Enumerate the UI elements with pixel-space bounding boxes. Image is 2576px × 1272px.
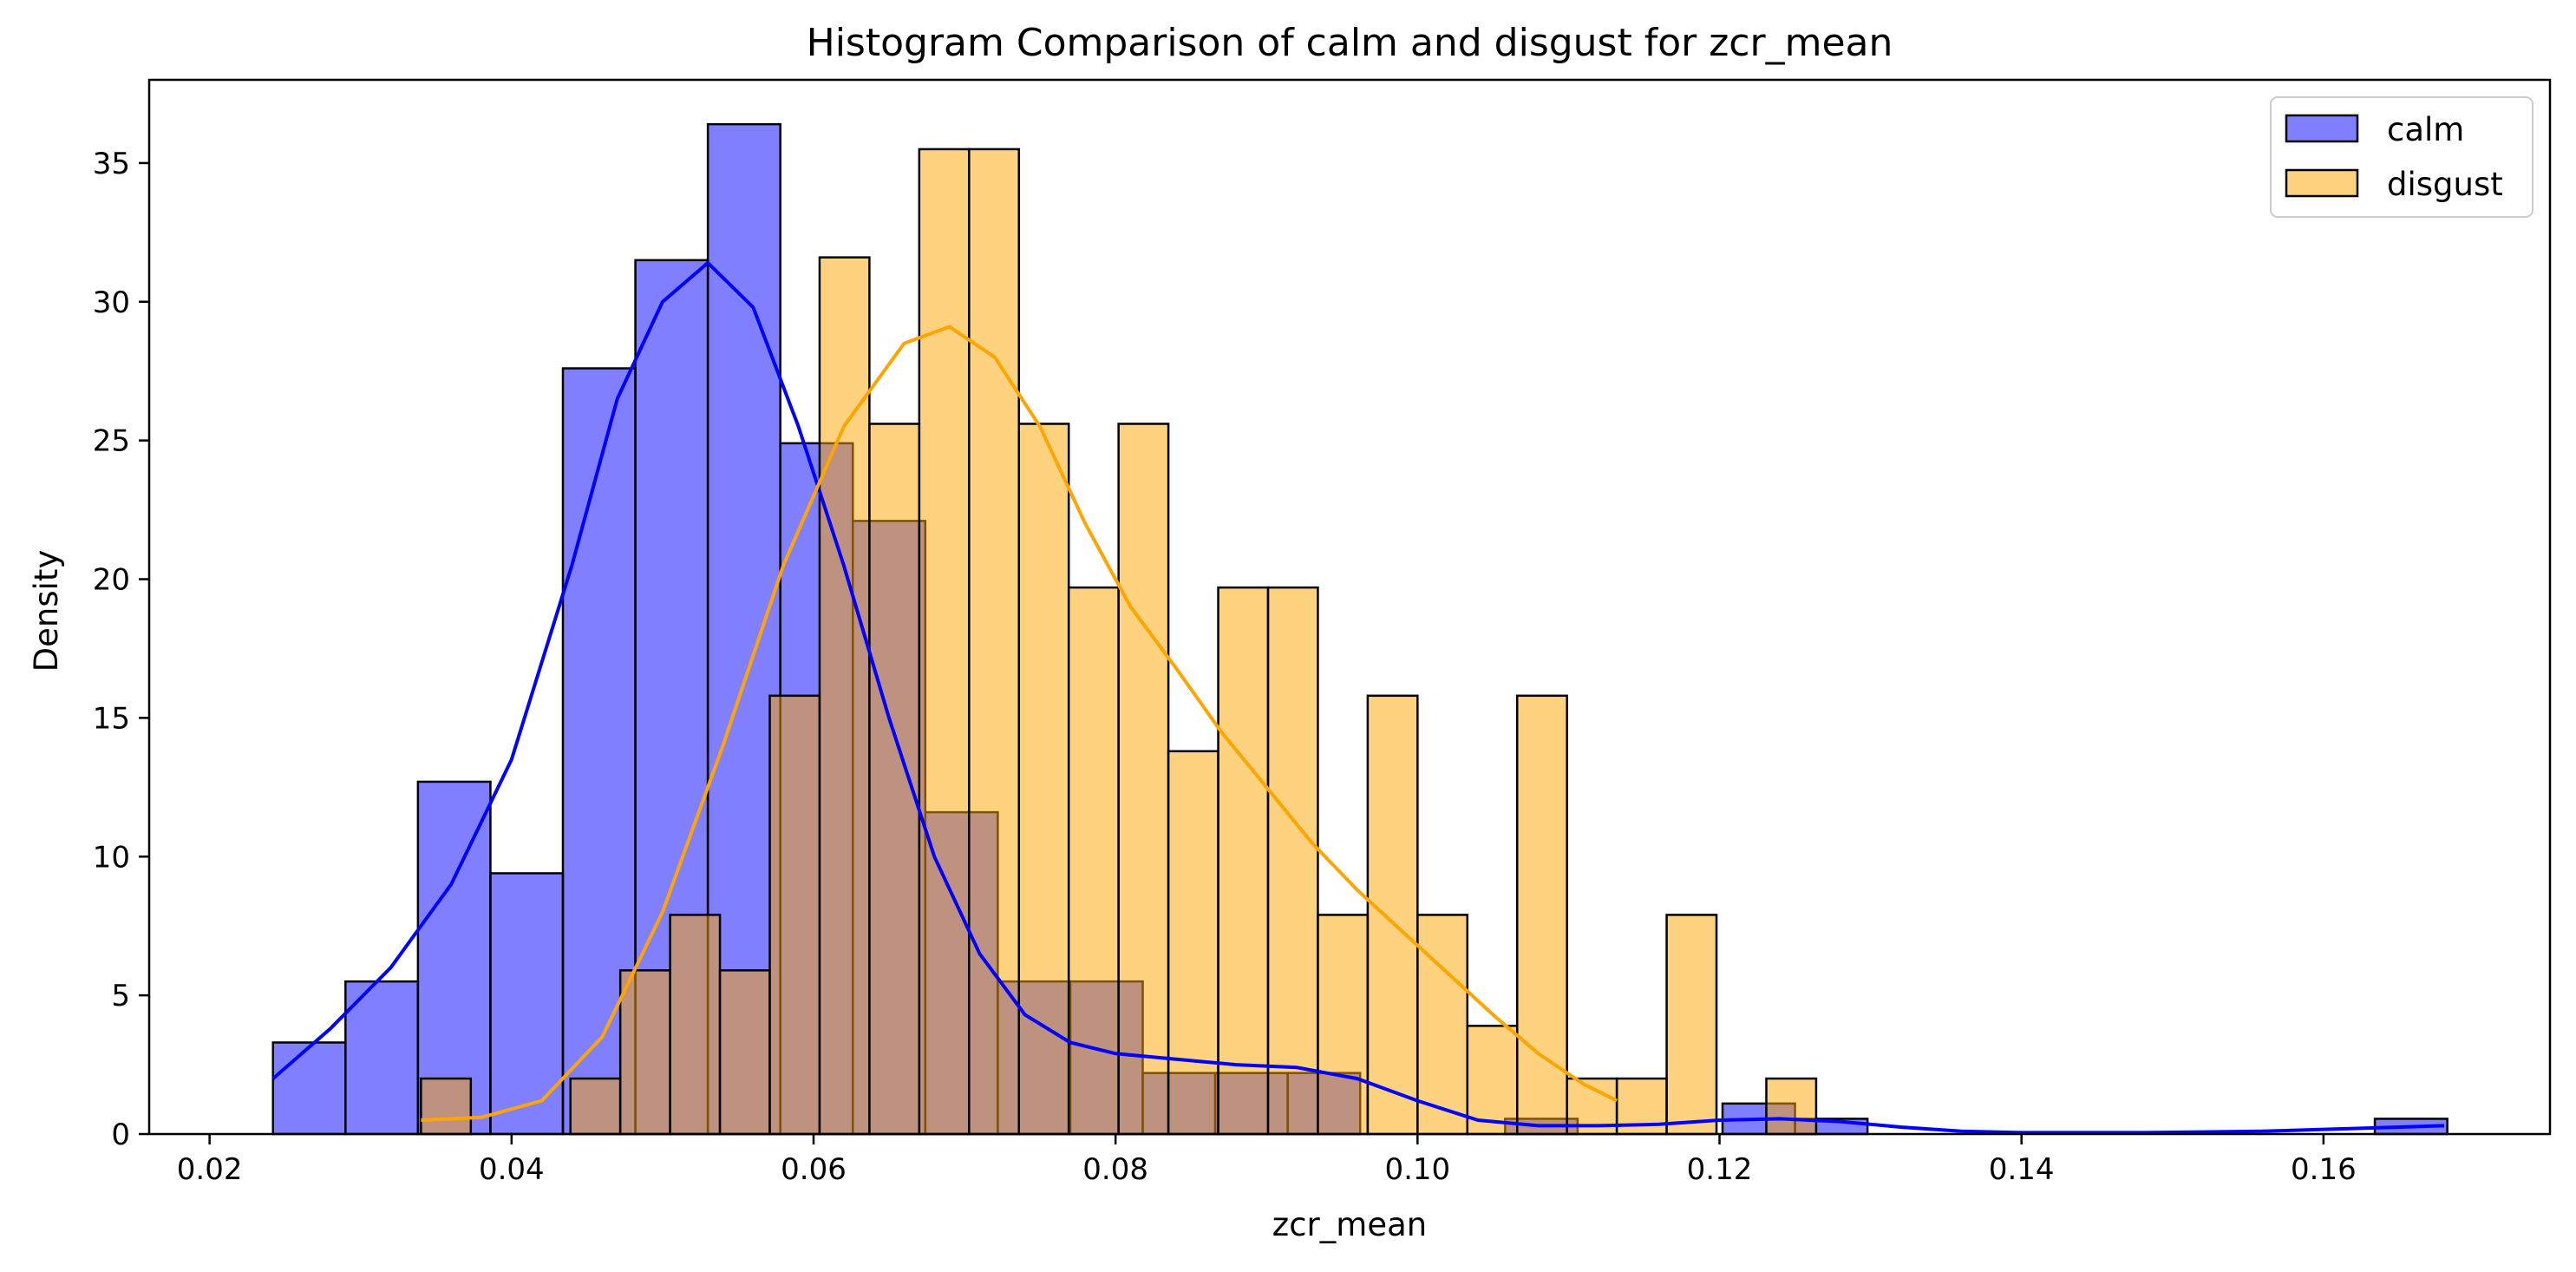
y-axis-label: Density	[28, 550, 65, 672]
disgust-bar-3	[569, 1077, 622, 1136]
disgust-bar-14	[1117, 423, 1170, 1136]
disgust-bar-11	[968, 148, 1020, 1136]
y-tick-label-6: 30	[93, 285, 130, 320]
disgust-bar-27	[1765, 1077, 1818, 1136]
disgust-bar-9	[868, 423, 921, 1136]
disgust-bar-6	[718, 969, 771, 1136]
calm-bar-3	[489, 872, 565, 1136]
x-tick-label-7: 0.16	[2291, 1152, 2357, 1187]
disgust-kde-line	[421, 325, 1618, 1122]
y-tick-label-0: 0	[111, 1118, 130, 1152]
x-axis-label: zcr_mean	[1272, 1206, 1427, 1243]
y-tick-label-1: 5	[111, 979, 130, 1013]
x-axis: 0.02 0.04 0.06 0.08 0.10 0.12 0.14 0.16	[177, 1134, 2357, 1187]
disgust-bar-8	[818, 256, 871, 1136]
calm-kde-line	[271, 260, 2445, 1135]
x-tick-label-2: 0.06	[781, 1152, 847, 1187]
y-tick-label-4: 20	[93, 563, 130, 598]
y-tick-label-2: 10	[93, 840, 130, 875]
disgust-bar-25	[1665, 914, 1718, 1136]
x-tick-label-6: 0.14	[1989, 1152, 2055, 1187]
y-axis: 0 5 10 15 20 25 30 35	[93, 147, 149, 1152]
disgust-bar-0	[420, 1077, 473, 1136]
chart-title: Histogram Comparison of calm and disgust…	[807, 21, 1893, 65]
x-tick-label-1: 0.04	[479, 1152, 545, 1187]
disgust-bar-5	[669, 914, 722, 1136]
disgust-bar-22	[1515, 694, 1568, 1136]
disgust-bar-18	[1317, 914, 1370, 1136]
legend-swatch-disgust	[2285, 168, 2359, 198]
x-tick-label-0: 0.02	[177, 1152, 243, 1187]
disgust-bar-16	[1217, 586, 1270, 1136]
disgust-bar-19	[1366, 694, 1419, 1136]
disgust-bar-20	[1416, 914, 1469, 1136]
plot-frame	[147, 78, 2552, 1136]
x-tick-label-4: 0.10	[1384, 1152, 1450, 1187]
legend-swatch-calm	[2285, 114, 2359, 143]
disgust-bar-10	[918, 148, 971, 1136]
disgust-bar-4	[618, 969, 671, 1136]
disgust-bar-7	[768, 694, 821, 1136]
disgust-bar-15	[1167, 750, 1219, 1136]
legend-label-disgust: disgust	[2387, 166, 2503, 203]
x-tick-label-5: 0.12	[1687, 1152, 1753, 1187]
x-tick-label-3: 0.08	[1082, 1152, 1148, 1187]
plot-area	[147, 78, 2552, 1136]
y-tick-label-7: 35	[93, 147, 130, 181]
y-tick-label-5: 25	[93, 424, 130, 459]
calm-bar-0	[271, 1041, 347, 1136]
disgust-bar-17	[1266, 586, 1319, 1136]
y-tick-label-3: 15	[93, 701, 130, 736]
legend-label-calm: calm	[2387, 111, 2464, 148]
legend: calm disgust	[2270, 96, 2534, 218]
